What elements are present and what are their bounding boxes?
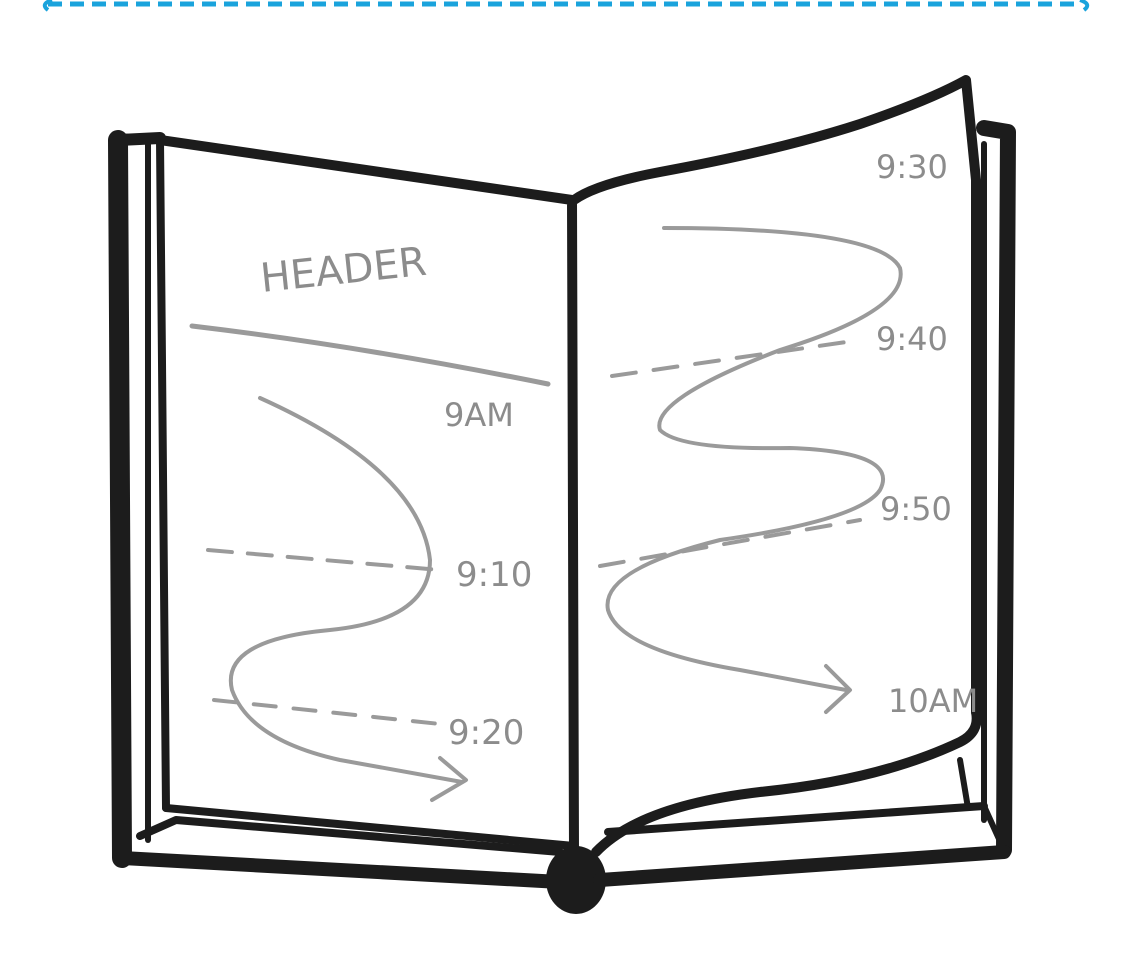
flow-arrow-head-left xyxy=(430,756,468,802)
time-line-910 xyxy=(206,548,442,572)
time-label-910: 9:10 xyxy=(456,555,532,595)
flow-arrow-head-right xyxy=(824,664,852,714)
flow-curve-right xyxy=(605,226,903,692)
time-label-950: 9:50 xyxy=(880,490,952,528)
header-label: HEADER xyxy=(258,239,428,302)
time-label-940: 9:40 xyxy=(876,320,948,358)
flow-curve-left xyxy=(228,396,464,784)
time-line-950 xyxy=(598,518,862,568)
book-outline xyxy=(108,75,1016,914)
time-label-9am: 9AM xyxy=(444,396,514,434)
left-page-annotations: HEADER 9AM 9:10 9:20 xyxy=(189,239,551,802)
right-page-annotations: 9:30 9:40 9:50 10AM xyxy=(598,148,978,720)
time-label-920: 9:20 xyxy=(448,713,524,753)
time-line-920 xyxy=(212,698,442,726)
time-line-940 xyxy=(610,338,862,378)
top-dashed-rule xyxy=(42,0,1090,12)
time-label-10am: 10AM xyxy=(888,682,978,720)
time-label-930: 9:30 xyxy=(876,148,948,186)
header-rule xyxy=(189,323,551,387)
